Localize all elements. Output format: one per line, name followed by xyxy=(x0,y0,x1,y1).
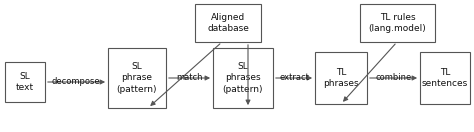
Text: combine: combine xyxy=(376,73,412,82)
Bar xyxy=(360,4,435,42)
Text: Aligned
database: Aligned database xyxy=(207,13,249,33)
Bar xyxy=(213,48,273,108)
Bar xyxy=(315,52,367,104)
Bar xyxy=(420,52,470,104)
Bar xyxy=(108,48,166,108)
Text: TL rules
(lang.model): TL rules (lang.model) xyxy=(369,13,427,33)
Text: SL
text: SL text xyxy=(16,72,34,92)
Text: match: match xyxy=(177,73,203,82)
Text: TL
sentences: TL sentences xyxy=(422,68,468,88)
Text: decompose: decompose xyxy=(52,77,100,86)
Bar xyxy=(5,62,45,102)
Text: SL
phrase
(pattern): SL phrase (pattern) xyxy=(117,62,157,94)
Text: SL
phrases
(pattern): SL phrases (pattern) xyxy=(223,62,263,94)
Bar xyxy=(195,4,261,42)
Text: extract: extract xyxy=(279,73,309,82)
Text: TL
phrases: TL phrases xyxy=(323,68,359,88)
